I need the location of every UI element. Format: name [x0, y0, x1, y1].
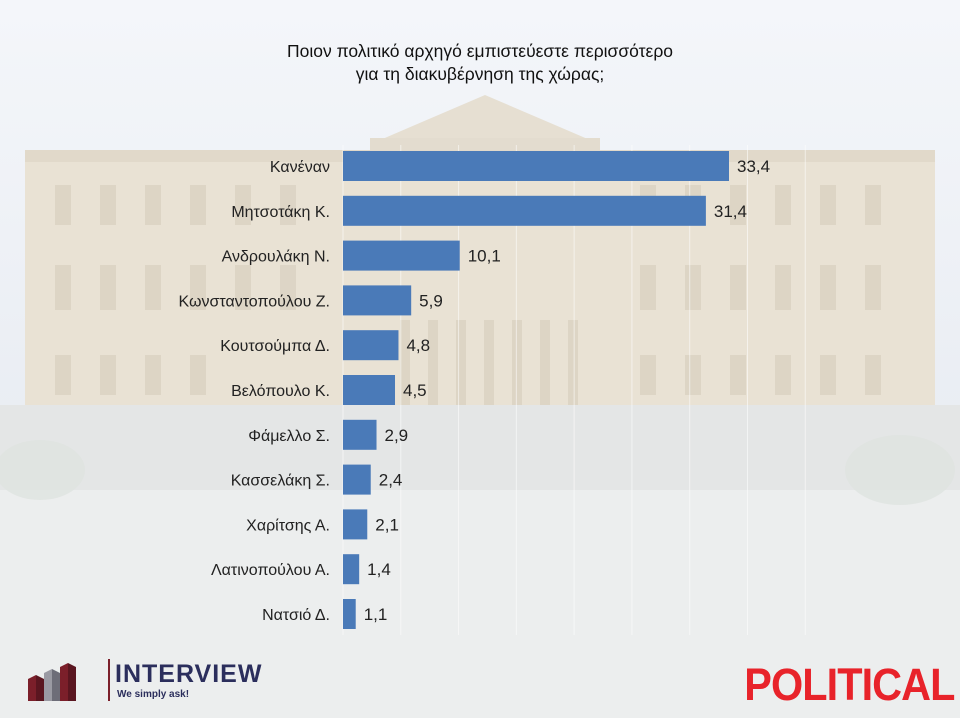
- value-label: 5,9: [419, 291, 443, 310]
- bar: [343, 195, 706, 226]
- bar: [343, 151, 729, 181]
- interview-logo: INTERVIEW We simply ask!: [26, 657, 261, 707]
- interview-logo-tagline: We simply ask!: [117, 689, 190, 700]
- interview-logo-text: INTERVIEW: [115, 660, 263, 688]
- bar: [343, 509, 368, 540]
- category-label: Λατινοπούλου Α.: [211, 562, 330, 579]
- interview-logo-divider: [108, 659, 110, 701]
- political-logo: POLITICAL: [743, 659, 955, 710]
- bar: [343, 419, 377, 450]
- category-label: Νατσιό Δ.: [262, 607, 330, 624]
- bar: [343, 599, 356, 629]
- bar: [343, 554, 360, 585]
- value-label: 1,1: [364, 605, 388, 624]
- value-label: 2,4: [379, 471, 403, 490]
- value-label: 10,1: [468, 247, 501, 266]
- bar: [343, 330, 399, 361]
- bar: [343, 375, 396, 405]
- category-label: Βελόπουλο Κ.: [231, 383, 330, 400]
- bar: [343, 464, 371, 495]
- value-label: 2,9: [385, 426, 409, 445]
- value-label: 33,4: [737, 157, 770, 176]
- category-label: Κωνσταντοπούλου Ζ.: [179, 293, 330, 310]
- bar: [343, 285, 412, 316]
- category-label: Μητσοτάκη Κ.: [231, 204, 330, 221]
- category-label: Κασσελάκη Σ.: [231, 473, 330, 490]
- value-label: 4,5: [403, 381, 427, 400]
- chart-title-line-2: για τη διακυβέρνηση της χώρας;: [355, 64, 605, 84]
- bar: [343, 240, 460, 271]
- category-label: Ανδρουλάκη Ν.: [222, 249, 330, 266]
- category-label: Κανέναν: [270, 159, 330, 176]
- category-label: Φάμελλο Σ.: [248, 428, 330, 445]
- value-label: 4,8: [406, 336, 430, 355]
- value-label: 2,1: [375, 515, 399, 534]
- category-label: Κουτσούμπα Δ.: [220, 338, 330, 355]
- value-label: 1,4: [367, 560, 391, 579]
- chart-title-line-1: Ποιον πολιτικό αρχηγό εμπιστεύεστε περισ…: [286, 41, 674, 61]
- value-label: 31,4: [714, 202, 747, 221]
- category-label: Χαρίτσης Α.: [246, 517, 330, 534]
- interview-logo-mark-icon: [28, 663, 76, 701]
- chart-title: Ποιον πολιτικό αρχηγό εμπιστεύεστε περισ…: [0, 40, 960, 86]
